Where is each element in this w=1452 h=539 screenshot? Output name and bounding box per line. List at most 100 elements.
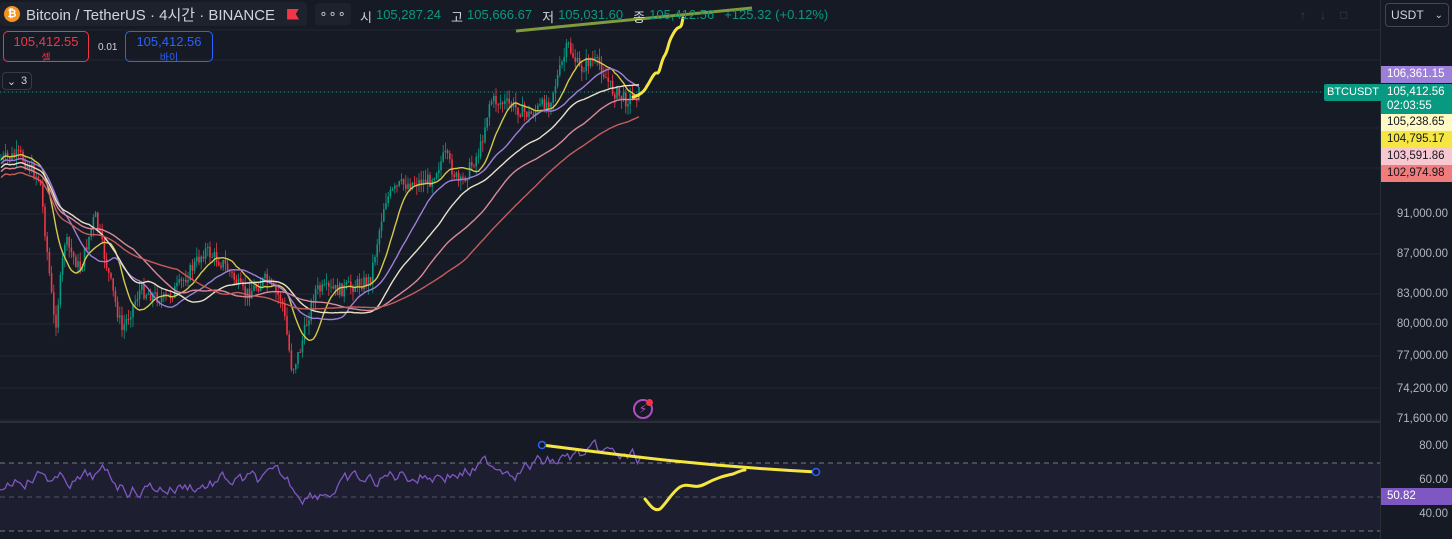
candle-body (369, 277, 372, 284)
candle-body (145, 294, 147, 299)
candle-body (387, 196, 389, 204)
candle-body (240, 278, 242, 282)
candle-body (556, 75, 559, 87)
candle-body (251, 290, 253, 299)
close-key: 종 (633, 10, 646, 25)
moving-average-line (0, 116, 640, 310)
chart-pane[interactable] (0, 0, 1380, 539)
candle-body (490, 101, 493, 105)
price-tag-ma-yellow: 104,795.17 (1381, 131, 1452, 148)
candle-body (147, 293, 150, 295)
candle-body (178, 279, 180, 283)
candle-body (567, 42, 570, 44)
candle-body (528, 111, 530, 117)
candle-body (350, 281, 352, 288)
candle-body (39, 180, 42, 186)
candle-body (226, 263, 229, 271)
candle-body (64, 245, 66, 258)
candle-body (330, 286, 332, 288)
arrow-down-icon[interactable]: ↓ (1320, 8, 1326, 22)
candle-body (13, 153, 15, 158)
candle-body (288, 334, 290, 351)
candle-body (596, 56, 598, 58)
indicators-toggle-button[interactable]: ⌄ 3 (2, 72, 32, 90)
flag-icon[interactable] (287, 8, 300, 20)
candle-body (504, 100, 506, 105)
candle-body (61, 257, 64, 275)
candle-body (116, 301, 119, 318)
candle-body (532, 113, 535, 117)
maximize-icon[interactable]: □ (1340, 8, 1348, 22)
drawing-handle-left (537, 440, 547, 450)
candle-body (570, 42, 572, 54)
candle-body (44, 206, 46, 237)
candle-body (253, 285, 255, 291)
lightning-alert-icon[interactable]: ⚡ (633, 399, 653, 419)
candle-body (495, 95, 497, 105)
candle-body (512, 102, 515, 108)
candle-body (616, 87, 618, 99)
symbol-title[interactable]: Bitcoin / TetherUS · 4시간 · BINANCE (26, 6, 276, 24)
candle-body (365, 277, 367, 286)
candle-body (561, 61, 563, 66)
candle-body (526, 111, 528, 117)
candle-body (257, 288, 260, 292)
candle-body (592, 59, 594, 61)
candle-body (354, 287, 356, 292)
candle-body (233, 272, 235, 280)
candle-body (376, 244, 378, 257)
candle-body (530, 111, 532, 114)
candle-body (352, 287, 354, 292)
candle-body (321, 284, 323, 292)
pane-separator[interactable] (0, 421, 1452, 423)
candle-body (103, 239, 106, 260)
candle-body (308, 320, 310, 326)
candle-body (213, 252, 216, 257)
moving-average-line (0, 83, 640, 314)
candle-body (53, 292, 55, 315)
candle-body (339, 283, 341, 296)
grid-lines (0, 29, 1380, 421)
candle-body (4, 152, 7, 156)
candle-body (31, 163, 33, 171)
chart-canvas[interactable] (0, 0, 1380, 539)
candle-body (367, 277, 370, 286)
candle-body (457, 172, 460, 181)
buy-label: 바이 (159, 53, 179, 64)
candle-body (614, 94, 616, 99)
candle-body (356, 279, 359, 288)
currency-select[interactable]: USDT ⌄ (1385, 3, 1449, 27)
candle-body (332, 286, 334, 289)
candle-body (471, 162, 473, 166)
rsi-line (0, 438, 641, 506)
sell-button[interactable]: 105,412.55 셀 (3, 31, 89, 64)
candle-body (499, 102, 502, 105)
candle-body (468, 162, 471, 179)
candle-body (77, 261, 79, 268)
candle-body (446, 150, 449, 154)
candle-body (237, 278, 240, 285)
buy-button[interactable]: 105,412.56 바이 (125, 31, 213, 64)
candle-body (132, 304, 134, 318)
candle-body (576, 57, 579, 62)
price-tag-ma-red: 102,974.98 (1381, 165, 1452, 182)
candle-body (488, 104, 491, 118)
moving-averages (0, 58, 640, 342)
candle-body (281, 300, 284, 304)
candle-body (380, 221, 383, 231)
candle-body (207, 246, 209, 249)
candle-body (334, 284, 337, 289)
arrow-up-icon[interactable]: ↑ (1300, 8, 1306, 22)
candle-body (90, 228, 92, 237)
candle-body (141, 284, 143, 291)
candle-body (130, 317, 132, 320)
symbol-info[interactable]: ₿ Bitcoin / TetherUS · 4시간 · BINANCE (0, 2, 308, 26)
open-key: 시 (360, 10, 372, 25)
candle-body (284, 303, 286, 317)
candle-body (391, 188, 394, 190)
candle-body (314, 288, 317, 303)
more-options-button[interactable]: ∘∘∘ (315, 3, 352, 25)
candle-body (202, 256, 205, 259)
candle-body (306, 324, 308, 326)
candle-body (275, 284, 277, 292)
